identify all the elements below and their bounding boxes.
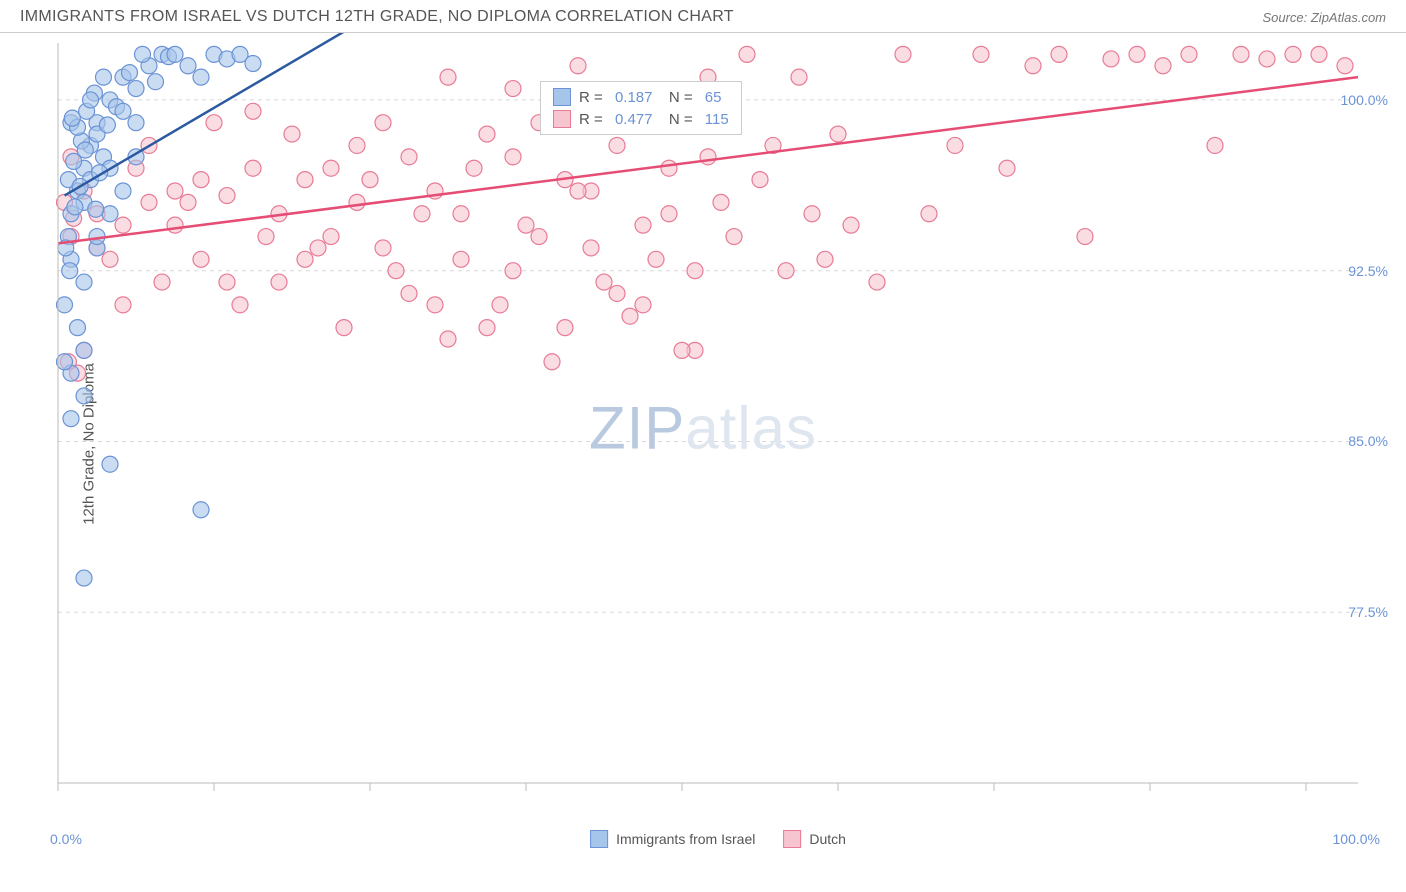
legend-label: Dutch xyxy=(809,831,846,847)
y-tick-label: 85.0% xyxy=(1348,433,1388,449)
x-axis-min: 0.0% xyxy=(50,831,82,847)
x-axis-max: 100.0% xyxy=(1333,831,1380,847)
legend-swatch xyxy=(783,830,801,848)
legend-item: Dutch xyxy=(783,830,846,848)
stat-n-value: 65 xyxy=(705,89,722,106)
series-swatch xyxy=(553,110,571,128)
stats-row: R = 0.477 N = 115 xyxy=(553,108,729,130)
stat-r-label: R = xyxy=(579,111,607,128)
chart-header: IMMIGRANTS FROM ISRAEL VS DUTCH 12TH GRA… xyxy=(0,0,1406,33)
stats-row: R = 0.187 N = 65 xyxy=(553,86,729,108)
stat-r-value: 0.187 xyxy=(615,89,653,106)
series-israel-points xyxy=(57,46,262,586)
scatter-plot xyxy=(48,33,1388,823)
gridlines xyxy=(58,100,1358,791)
y-tick-label: 77.5% xyxy=(1348,604,1388,620)
y-tick-label: 100.0% xyxy=(1341,92,1388,108)
chart-title: IMMIGRANTS FROM ISRAEL VS DUTCH 12TH GRA… xyxy=(20,8,734,26)
legend: Immigrants from Israel Dutch xyxy=(590,830,846,848)
chart-area: 12th Grade, No Diploma 77.5%85.0%92.5%10… xyxy=(0,33,1406,855)
chart-source: Source: ZipAtlas.com xyxy=(1262,10,1386,25)
stat-r-label: R = xyxy=(579,89,607,106)
legend-item: Immigrants from Israel xyxy=(590,830,755,848)
chart-footer: 0.0% Immigrants from Israel Dutch 100.0% xyxy=(48,823,1388,855)
legend-label: Immigrants from Israel xyxy=(616,831,755,847)
legend-swatch xyxy=(590,830,608,848)
stat-n-label: N = xyxy=(660,89,696,106)
y-tick-label: 92.5% xyxy=(1348,263,1388,279)
stat-n-label: N = xyxy=(660,111,696,128)
correlation-stats-box: R = 0.187 N = 65R = 0.477 N = 115 xyxy=(540,81,742,135)
series-swatch xyxy=(553,88,571,106)
stat-n-value: 115 xyxy=(705,111,729,128)
stat-r-value: 0.477 xyxy=(615,111,653,128)
